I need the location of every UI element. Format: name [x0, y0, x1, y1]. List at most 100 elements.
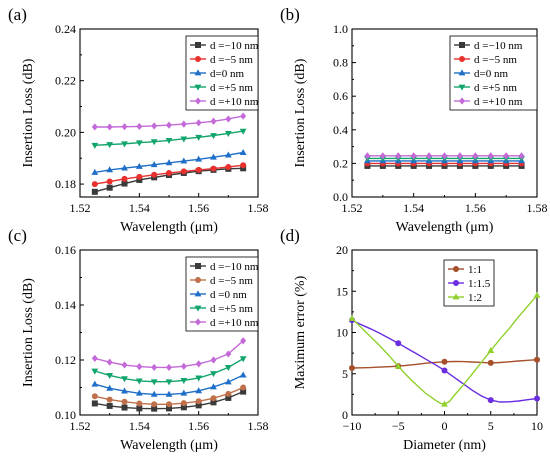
x-tick-label: 1.54: [129, 419, 150, 433]
data-point: [180, 400, 187, 407]
data-point: [224, 378, 232, 385]
data-point: [410, 152, 417, 160]
series-3: [91, 148, 247, 175]
legend-label: d=0 nm: [210, 68, 244, 80]
data-point: [518, 152, 525, 160]
x-tick-label: 1.52: [70, 201, 91, 215]
y-tick-label: 0.2: [333, 156, 348, 170]
data-point: [91, 380, 99, 387]
series-2: [91, 162, 247, 188]
series-3: [348, 291, 541, 407]
x-axis-label: Wavelength (μm): [396, 220, 494, 235]
data-point: [106, 166, 114, 173]
data-point: [348, 314, 356, 321]
y-axis-label: Insertion Loss (dB): [21, 278, 36, 387]
x-tick-label: 1.54: [403, 201, 424, 215]
data-point: [136, 400, 143, 407]
data-point: [195, 402, 202, 409]
legend-label: d =+10 nm: [210, 96, 259, 108]
data-point: [456, 152, 463, 160]
data-point: [121, 404, 128, 411]
legend-swatch-marker: [195, 277, 201, 283]
data-point: [195, 166, 202, 173]
data-point: [121, 141, 128, 148]
x-axis-label: Wavelength (μm): [120, 438, 218, 453]
data-point: [135, 162, 143, 169]
data-point: [240, 337, 247, 345]
data-point: [239, 371, 247, 378]
legend-label: d =−5 nm: [474, 54, 517, 66]
legend-label: d =−5 nm: [210, 54, 253, 66]
x-axis-label: Wavelength (μm): [120, 220, 218, 235]
data-point: [472, 152, 479, 160]
data-point: [349, 364, 355, 371]
data-point: [136, 363, 143, 371]
data-point: [180, 389, 188, 396]
data-point: [225, 164, 232, 171]
data-point: [165, 159, 173, 166]
legend-label: d =−10 nm: [210, 261, 259, 273]
panel-letter: (d): [280, 226, 300, 245]
x-tick-label: 1.52: [342, 201, 363, 215]
chart-panel-2: (b) 1.52 1.54 1.56 1.58 0.0 0.2 0.4 0.6 0.8 1.0 Wav…: [280, 5, 548, 235]
data-point: [487, 152, 494, 160]
x-tick-label: 0: [442, 419, 448, 433]
y-axis-label: Insertion Loss (dB): [293, 58, 308, 167]
y-tick-label: 0.20: [55, 125, 76, 139]
legend-label: d =0 nm: [210, 289, 247, 301]
data-point: [121, 387, 128, 394]
legend-label: 1:2: [468, 292, 482, 304]
legend-label: d=0 nm: [474, 68, 508, 80]
legend-swatch-marker: [459, 97, 465, 105]
data-point: [195, 134, 203, 141]
legend: d =−10 nm d =−5 nm d =0 nm d =+5 nm d =+10 n…: [185, 256, 259, 332]
data-point: [151, 401, 158, 408]
data-point: [121, 123, 128, 131]
y-axis-label: Maximum error (%): [293, 275, 308, 389]
series-5: [91, 337, 247, 372]
x-axis-label: Diameter (nm): [403, 438, 486, 453]
data-point: [166, 363, 172, 372]
data-point: [121, 175, 128, 182]
data-point: [165, 379, 173, 386]
x-tick-label: 1.56: [465, 201, 486, 215]
data-point: [180, 157, 188, 164]
data-point: [136, 122, 143, 131]
data-point: [136, 405, 143, 412]
legend-swatch-marker: [195, 42, 201, 48]
data-point: [395, 340, 402, 347]
legend-swatch-marker: [195, 56, 201, 62]
data-point: [135, 140, 143, 147]
data-point: [91, 354, 98, 362]
y-tick-label: 10: [336, 326, 348, 340]
data-point: [106, 178, 113, 185]
data-point: [136, 176, 143, 183]
data-point: [151, 363, 158, 372]
series-4: [91, 128, 247, 149]
series-5: [91, 112, 247, 131]
legend-swatch-marker: [194, 69, 202, 76]
data-point: [441, 367, 448, 374]
data-point: [151, 122, 158, 130]
data-point: [210, 356, 217, 364]
legend-label: d =+5 nm: [474, 82, 517, 94]
data-point: [395, 152, 402, 160]
data-point: [503, 152, 510, 160]
data-point: [240, 165, 247, 172]
data-point: [166, 169, 172, 176]
data-point: [534, 395, 540, 402]
data-point: [195, 360, 202, 368]
y-tick-label: 5: [342, 367, 348, 381]
y-tick-label: 0.10: [55, 408, 76, 422]
x-tick-label: 1.52: [70, 419, 91, 433]
data-point: [240, 384, 247, 391]
data-point: [166, 401, 172, 408]
series-line: [351, 294, 538, 406]
data-point: [210, 395, 217, 402]
data-point: [106, 123, 113, 131]
data-point: [534, 356, 540, 363]
data-point: [150, 390, 158, 397]
data-point: [91, 181, 98, 188]
data-point: [165, 137, 173, 144]
data-point: [180, 377, 188, 384]
